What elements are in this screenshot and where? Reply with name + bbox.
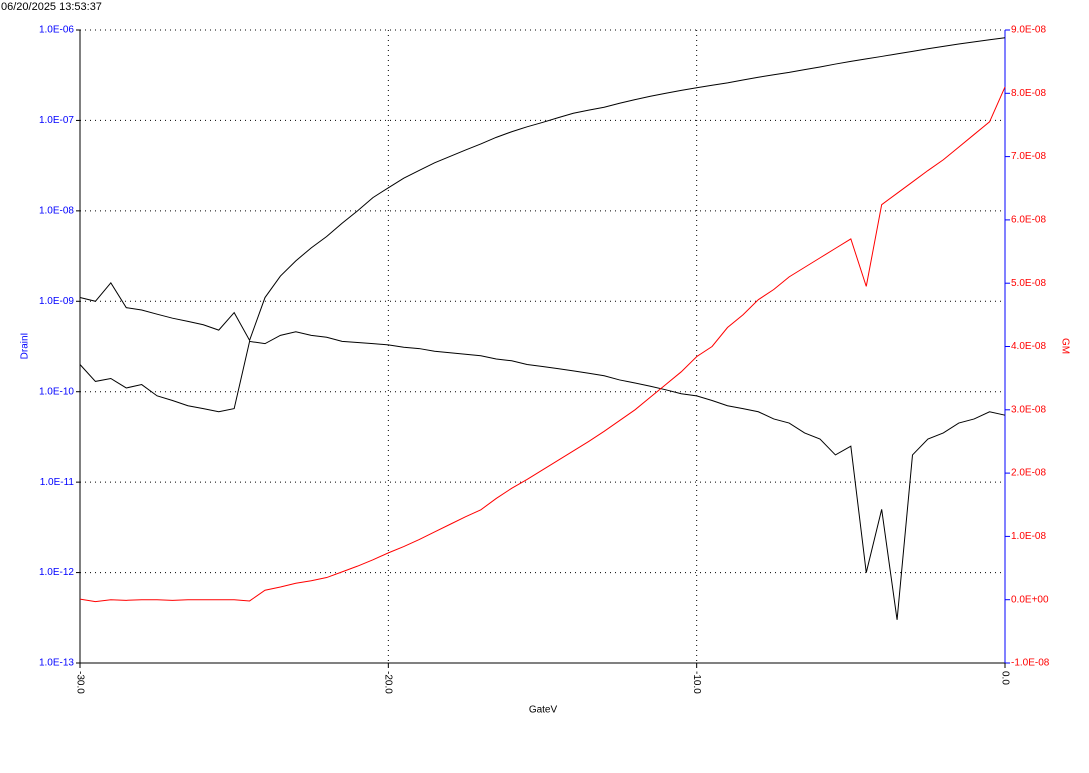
- x-tick-label: 0.0: [999, 671, 1010, 685]
- y2-tick-label: 6.0E-08: [1011, 215, 1046, 226]
- y2-tick-label: 1.0E-08: [1011, 531, 1046, 542]
- y-axis-label: DrainI: [20, 333, 31, 360]
- y2-tick-label: 4.0E-08: [1011, 341, 1046, 352]
- y2-tick-label: 3.0E-08: [1011, 404, 1046, 415]
- y-tick-label: 1.0E-08: [39, 205, 74, 216]
- x-tick-label: -10.0: [691, 671, 702, 694]
- y-tick-label: 1.0E-09: [39, 296, 74, 307]
- y-tick-label: 1.0E-13: [39, 658, 74, 669]
- data-line: [79, 331, 1006, 620]
- data-line: [79, 86, 1006, 603]
- y2-tick-label: 8.0E-08: [1011, 88, 1046, 99]
- x-axis-label: GateV: [529, 705, 558, 716]
- y-tick-label: 1.0E-06: [39, 25, 74, 36]
- x-tick-label: -20.0: [383, 671, 394, 694]
- data-line: [79, 37, 1006, 342]
- y2-axis-label: GM: [1059, 338, 1070, 354]
- y2-tick-label: 0.0E+00: [1011, 594, 1049, 605]
- timestamp: 06/20/2025 13:53:37: [1, 1, 102, 13]
- y2-tick-label: -1.0E-08: [1011, 658, 1050, 669]
- y-tick-label: 1.0E-10: [39, 386, 74, 397]
- y2-tick-label: 7.0E-08: [1011, 151, 1046, 162]
- y2-tick-label: 5.0E-08: [1011, 278, 1046, 289]
- y-tick-label: 1.0E-11: [40, 477, 75, 488]
- y2-tick-label: 9.0E-08: [1011, 25, 1046, 36]
- y-tick-label: 1.0E-07: [39, 115, 74, 126]
- y2-tick-label: 2.0E-08: [1011, 468, 1046, 479]
- x-tick-label: -30.0: [74, 671, 85, 694]
- y-tick-label: 1.0E-12: [39, 567, 74, 578]
